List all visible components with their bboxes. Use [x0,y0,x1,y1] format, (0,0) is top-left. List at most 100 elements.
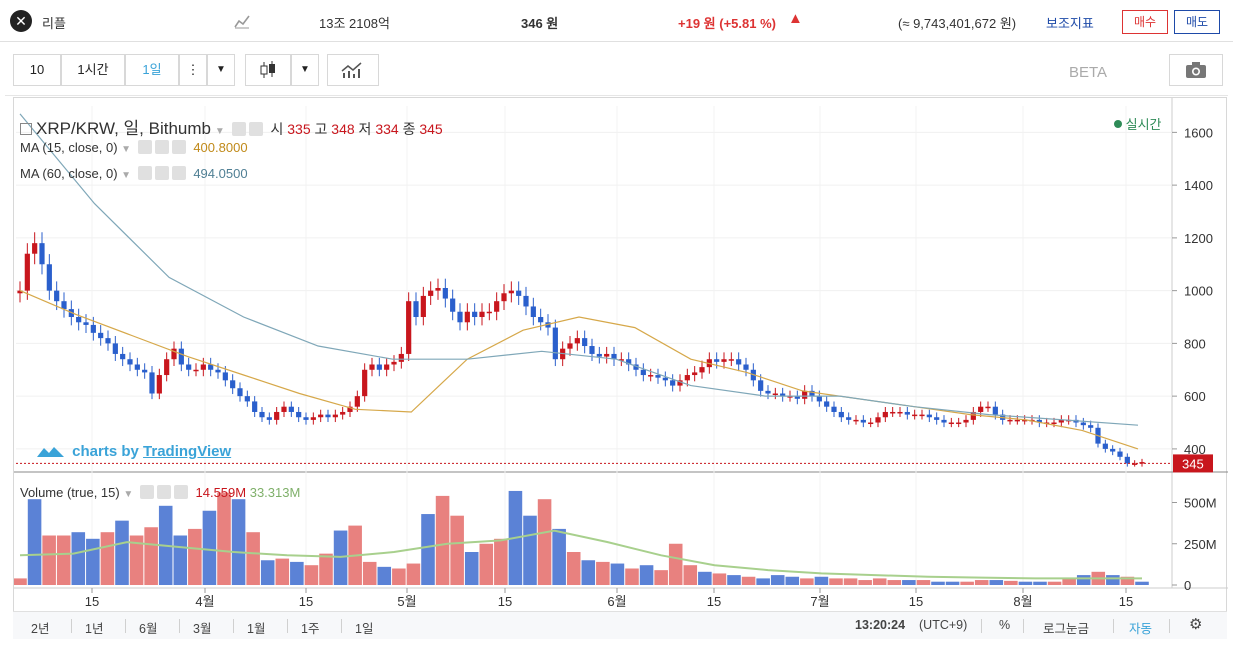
candle-body [714,359,720,362]
candle-body [604,353,610,357]
timezone[interactable]: (UTC+9) [919,618,968,632]
eye-icon[interactable] [137,166,152,180]
candle-body [890,411,896,414]
interval-1h-button[interactable]: 1시간 [61,54,125,86]
candle-body [391,361,397,365]
candle-body [303,417,309,420]
symbol-title: XRP/KRW, 일, Bithumb [36,119,211,138]
price-tick-label: 1400 [1184,178,1213,193]
candle-body [186,364,192,370]
candle-body [530,306,536,318]
interval-10-button[interactable]: 10 [13,54,61,86]
chevron-down-icon[interactable]: ▼ [207,54,235,86]
volume-bar [56,535,71,585]
gear-icon[interactable] [248,122,263,136]
auto-toggle[interactable]: 자동 [1129,622,1153,636]
percent-toggle[interactable]: % [999,618,1011,632]
volume-bar [377,566,392,585]
time-tick-label: 6월 [607,594,626,609]
log-toggle[interactable]: 로그눈금 [1043,622,1090,636]
candle-body [1139,462,1145,464]
indicators-icon[interactable] [327,54,379,86]
eye-icon[interactable] [231,122,246,136]
candle-body [156,375,162,394]
range-2y[interactable]: 2년 [31,622,50,636]
candle-body [1007,419,1013,422]
eye-icon[interactable] [137,140,152,154]
candle-body [816,396,822,402]
close-icon[interactable] [171,140,186,154]
close-icon[interactable] [171,166,186,180]
volume-bar [625,568,639,585]
chart-area[interactable]: 1600 1400 1200 1000 800 600 400 500M 250M 0 15 4월 15… [13,97,1228,616]
candle-body [794,396,800,399]
price-tick-label: 1600 [1184,125,1213,140]
chevron-down-icon[interactable]: ▼ [121,144,132,155]
volume-bar [566,552,581,585]
candle-body [743,364,749,370]
candle-body [281,406,287,412]
realtime-label: 실시간 [1125,117,1162,132]
more-intervals-icon[interactable]: ⋮ [179,54,207,86]
candle-body [127,359,133,365]
ma15-line [19,290,1139,450]
price-tick-label: 1000 [1184,284,1213,299]
camera-icon[interactable] [1169,54,1223,86]
chevron-down-icon[interactable]: ▼ [121,170,132,181]
price-chart[interactable]: 1600 1400 1200 1000 800 600 400 500M 250M 0 15 4월 15… [14,98,1228,616]
chevron-down-icon[interactable]: ▼ [123,489,134,500]
volume-bar [770,575,785,585]
time-tick-label: 15 [299,594,313,609]
range-1y[interactable]: 1년 [85,622,104,636]
ma60-line [19,113,1139,426]
candle-type-icon[interactable] [245,54,291,86]
indicator-link[interactable]: 보조지표 [1046,16,1094,31]
close-icon[interactable] [173,485,188,499]
interval-1d-button[interactable]: 1일 [125,54,179,86]
candle-body [193,369,199,372]
candle-body [596,353,602,357]
sell-button[interactable]: 매도 [1174,10,1220,34]
watermark-brand[interactable]: TradingView [143,443,232,460]
chevron-down-icon[interactable]: ▼ [291,54,319,86]
candle-body [831,406,837,412]
range-3m[interactable]: 3월 [193,622,212,636]
volume-bar [843,578,858,585]
buy-button[interactable]: 매수 [1122,10,1168,34]
gear-icon[interactable] [154,166,169,180]
range-1m[interactable]: 1월 [247,622,266,636]
candle-body [354,396,360,407]
volume-bar [727,575,741,585]
candle-body [1014,419,1020,422]
volume-bar [668,543,683,585]
range-1d[interactable]: 1일 [355,622,374,636]
candle-body [347,406,353,412]
volume-bar [916,580,931,585]
volume-bar [756,578,770,585]
gear-icon[interactable] [154,140,169,154]
candle-body [728,359,734,361]
chart-stats-icon[interactable] [234,13,250,29]
candle-body [853,419,859,422]
candle-body [83,322,89,325]
volume-bar [1033,581,1047,585]
candle-body [134,364,140,370]
volume-bar [188,528,202,585]
gear-icon[interactable] [156,485,171,499]
candle-body [670,380,676,386]
candle-body [970,411,976,420]
candle-body [76,317,82,323]
beta-label: BETA [1069,64,1108,81]
chevron-down-icon[interactable]: ▼ [214,126,225,137]
candle-body [538,317,544,323]
settings-gear-icon[interactable]: ⚙ [1189,616,1203,633]
candle-body [574,338,580,344]
candle-body [450,298,456,312]
range-1w[interactable]: 1주 [301,622,320,636]
status-dot-icon [1114,120,1122,128]
eye-icon[interactable] [139,485,154,499]
collapse-icon[interactable] [20,123,32,135]
range-6m[interactable]: 6월 [139,622,158,636]
candle-body [1110,448,1116,452]
tradingview-watermark[interactable]: charts by TradingView [34,443,231,460]
